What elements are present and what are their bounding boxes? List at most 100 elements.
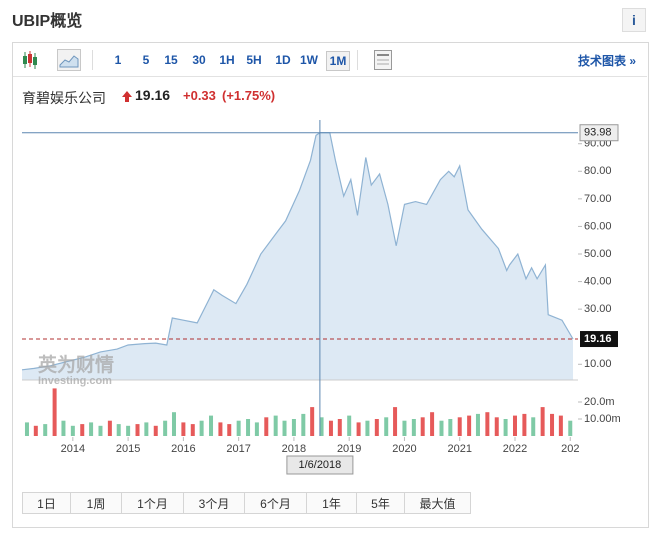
volume-bar xyxy=(319,417,324,436)
candle-icon[interactable] xyxy=(22,49,38,71)
crosshair-y-box xyxy=(579,124,619,142)
volume-bar xyxy=(70,425,75,436)
volume-bar xyxy=(126,425,131,436)
y-tick-label: 80.00 xyxy=(584,165,612,177)
volume-bar xyxy=(209,415,214,436)
interval-button[interactable]: 1 xyxy=(114,53,122,67)
volume-bar xyxy=(430,412,435,436)
interval-button[interactable]: 1W xyxy=(300,53,318,67)
interval-button[interactable]: 5 xyxy=(142,53,150,67)
volume-bar xyxy=(512,415,517,436)
range-button[interactable]: 1个月 xyxy=(121,492,184,514)
plot: 10.0030.0040.0050.0060.0070.0080.0090.00… xyxy=(21,120,621,475)
crosshair-y-label: 93.98 xyxy=(584,127,612,139)
range-button[interactable]: 最大值 xyxy=(404,492,471,514)
crosshair-x-box xyxy=(286,455,354,475)
interval-button[interactable]: 1D xyxy=(275,53,291,67)
interval-button[interactable]: 1H xyxy=(219,53,235,67)
volume-bar xyxy=(144,422,149,436)
range-button[interactable]: 1周 xyxy=(70,492,122,514)
quote-name: 育碧娱乐公司 xyxy=(22,90,106,106)
last-price-label: 19.16 xyxy=(584,333,612,345)
volume-bar xyxy=(199,420,204,436)
volume-bar xyxy=(264,417,269,436)
volume-bar xyxy=(365,420,370,436)
toolbar-divider xyxy=(13,76,647,77)
toolbar-separator xyxy=(357,50,358,70)
y-tick-label: 50.00 xyxy=(584,248,612,260)
advanced-chart-link[interactable]: 技术图表 » xyxy=(578,54,637,68)
volume-bar xyxy=(135,424,140,436)
volume-bar xyxy=(61,420,66,436)
volume-bar xyxy=(475,413,480,436)
volume-bar xyxy=(503,419,508,436)
x-tick-label: 202 xyxy=(561,443,579,455)
chart-panel xyxy=(12,42,649,528)
volume-bar xyxy=(116,424,121,436)
volume-bar xyxy=(337,419,342,436)
volume-bar xyxy=(33,425,38,436)
range-button[interactable]: 1日 xyxy=(22,492,71,514)
volume-bar xyxy=(163,420,168,436)
watermark-brand: 英为财情 xyxy=(38,353,114,376)
page-title: UBIP概览 xyxy=(12,13,83,30)
volume-bar xyxy=(568,420,573,436)
volume-bar xyxy=(43,424,48,436)
volume-bar xyxy=(531,417,536,436)
volume-bar xyxy=(218,422,223,436)
volume-bar xyxy=(181,422,186,436)
x-tick-label: 2021 xyxy=(447,443,471,455)
volume-bar xyxy=(457,417,462,436)
quote-change-pct: (+1.75%) xyxy=(222,88,276,103)
volume-bar xyxy=(153,425,158,436)
interval-button[interactable]: 1M xyxy=(326,51,350,71)
volume-bar xyxy=(107,420,112,436)
volume-bar xyxy=(24,422,29,436)
area-icon[interactable] xyxy=(57,49,81,71)
range-button[interactable]: 1年 xyxy=(306,492,357,514)
toolbar-separator xyxy=(92,50,93,70)
interval-button[interactable]: 15 xyxy=(164,53,178,67)
volume-bar xyxy=(402,420,407,436)
quote-change: +0.33 xyxy=(183,88,216,103)
range-button[interactable]: 3个月 xyxy=(183,492,245,514)
crosshair-x-label: 1/6/2018 xyxy=(298,459,341,471)
volume-bar xyxy=(98,425,103,436)
x-tick-label: 2016 xyxy=(171,443,195,455)
volume-bar xyxy=(411,419,416,436)
table-icon[interactable] xyxy=(374,50,392,70)
volume-bar xyxy=(236,420,241,436)
volume-bar xyxy=(80,424,85,436)
volume-bar xyxy=(246,419,251,436)
volume-bar xyxy=(171,412,176,436)
volume-bar xyxy=(420,417,425,436)
interval-button[interactable]: 30 xyxy=(192,53,206,67)
y-tick-label: 70.00 xyxy=(584,193,612,205)
x-tick-label: 2020 xyxy=(392,443,416,455)
x-tick-label: 2015 xyxy=(116,443,140,455)
info-button[interactable]: i xyxy=(622,8,646,32)
volume-bar xyxy=(282,420,287,436)
volume-bar xyxy=(291,419,296,436)
interval-button[interactable]: 5H xyxy=(246,53,262,67)
volume-bar xyxy=(374,419,379,436)
volume-bar xyxy=(254,422,259,436)
volume-bar xyxy=(52,388,57,436)
volume-bar xyxy=(467,415,472,436)
volume-bar xyxy=(393,407,398,436)
range-button[interactable]: 5年 xyxy=(356,492,405,514)
y-tick-label: 60.00 xyxy=(584,220,612,232)
volume-bar xyxy=(384,417,389,436)
range-button[interactable]: 6个月 xyxy=(244,492,307,514)
x-tick-label: 2017 xyxy=(226,443,250,455)
volume-tick-label: 20.0m xyxy=(584,396,615,408)
last-price-box xyxy=(580,331,618,348)
volume-bar xyxy=(301,413,306,436)
volume-bar xyxy=(439,420,444,436)
volume-bar xyxy=(328,420,333,436)
volume-tick-label: 10.00m xyxy=(584,413,621,425)
volume-bar xyxy=(273,415,278,436)
volume-bar xyxy=(558,415,563,436)
